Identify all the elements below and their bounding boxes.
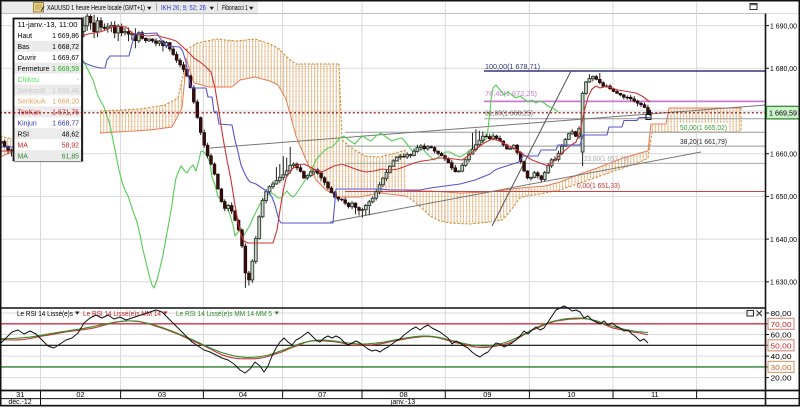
svg-text:RSI: RSI [18, 132, 30, 139]
svg-text:20,00: 20,00 [771, 374, 792, 383]
svg-text:janv.-13: janv.-13 [390, 399, 415, 406]
svg-text:XAUUSD 1 heure Heure locale (G: XAUUSD 1 heure Heure locale (GMT+1) [47, 3, 145, 12]
svg-text:100,00(1 678,71): 100,00(1 678,71) [485, 62, 540, 71]
svg-text:-: - [77, 77, 79, 84]
svg-text:Chikou: Chikou [18, 77, 40, 84]
svg-text:60,00: 60,00 [771, 331, 792, 340]
svg-text:58,92: 58,92 [62, 142, 79, 149]
svg-text:70,00: 70,00 [771, 320, 792, 329]
svg-text:31: 31 [16, 390, 24, 399]
svg-text:Haut: Haut [18, 33, 33, 40]
svg-text:Le RSI 14 Lissé(e)s: Le RSI 14 Lissé(e)s [17, 309, 73, 318]
svg-text:Fibonacci 1: Fibonacci 1 [222, 3, 248, 12]
svg-text:50,00: 50,00 [771, 341, 792, 350]
svg-text:1 669,59: 1 669,59 [52, 66, 79, 73]
svg-text:11-janv.-13, 11:00: 11-janv.-13, 11:00 [18, 22, 78, 29]
svg-text:1 640,00: 1 640,00 [770, 235, 797, 244]
svg-text:1 650,00: 1 650,00 [770, 192, 797, 201]
svg-text:04: 04 [239, 390, 247, 399]
svg-text:38,20(1 661,79): 38,20(1 661,79) [680, 137, 727, 146]
svg-text:0,00(1 651,33): 0,00(1 651,33) [577, 181, 620, 190]
svg-text:Ouvrir: Ouvrir [18, 55, 37, 62]
svg-text:1 669,67: 1 669,67 [52, 55, 79, 62]
svg-text:40,00: 40,00 [771, 352, 792, 361]
svg-text:80,00: 80,00 [771, 309, 792, 318]
svg-text:09: 09 [483, 390, 491, 399]
svg-text:03: 03 [158, 390, 166, 399]
svg-text:1 690,00: 1 690,00 [770, 21, 797, 30]
svg-text:1 666,46: 1 666,46 [52, 88, 79, 95]
svg-text:48,62: 48,62 [62, 132, 79, 139]
svg-text:1 680,00: 1 680,00 [770, 64, 797, 73]
svg-text:08: 08 [399, 390, 407, 399]
svg-text:1 668,77: 1 668,77 [52, 121, 79, 128]
svg-text:SenkouB: SenkouB [18, 88, 46, 95]
svg-text:TenKan: TenKan [18, 110, 42, 117]
svg-text:30,00: 30,00 [771, 363, 792, 372]
svg-text:02: 02 [76, 390, 84, 399]
svg-text:IKH 26; 9; 52; 26: IKH 26; 9; 52; 26 [161, 3, 206, 12]
svg-text:07: 07 [318, 390, 326, 399]
svg-text:1 668,20: 1 668,20 [52, 99, 79, 106]
svg-text:11: 11 [651, 390, 659, 399]
svg-text:Kinjun: Kinjun [18, 121, 37, 128]
svg-text:MA: MA [18, 142, 29, 149]
svg-text:1 669,86: 1 669,86 [52, 33, 79, 40]
svg-text:23,60(1 657,79): 23,60(1 657,79) [584, 154, 629, 163]
svg-text:1 630,00: 1 630,00 [770, 278, 797, 287]
svg-text:1 668,72: 1 668,72 [52, 44, 79, 51]
svg-text:1 669,59: 1 669,59 [769, 109, 797, 118]
svg-text:Bas: Bas [18, 44, 30, 51]
svg-text:10: 10 [567, 390, 575, 399]
svg-text:Fermeture: Fermeture [18, 66, 50, 73]
svg-text:Le RSI 14 Lissé(e)s MM 14: Le RSI 14 Lissé(e)s MM 14 [83, 309, 161, 318]
svg-text:61,85: 61,85 [62, 153, 79, 160]
svg-text:Le RSI 14 Lissé(e)s MM 14 MM 5: Le RSI 14 Lissé(e)s MM 14 MM 5 [176, 309, 272, 318]
svg-text:76,40(1 672,25): 76,40(1 672,25) [485, 89, 537, 98]
svg-text:1 660,00: 1 660,00 [770, 150, 797, 159]
svg-text:50,00(1 665,02): 50,00(1 665,02) [680, 123, 727, 132]
svg-text:MA: MA [18, 153, 29, 160]
svg-text:déc.-12: déc.-12 [8, 399, 31, 406]
svg-text:SenkouA: SenkouA [18, 99, 46, 106]
